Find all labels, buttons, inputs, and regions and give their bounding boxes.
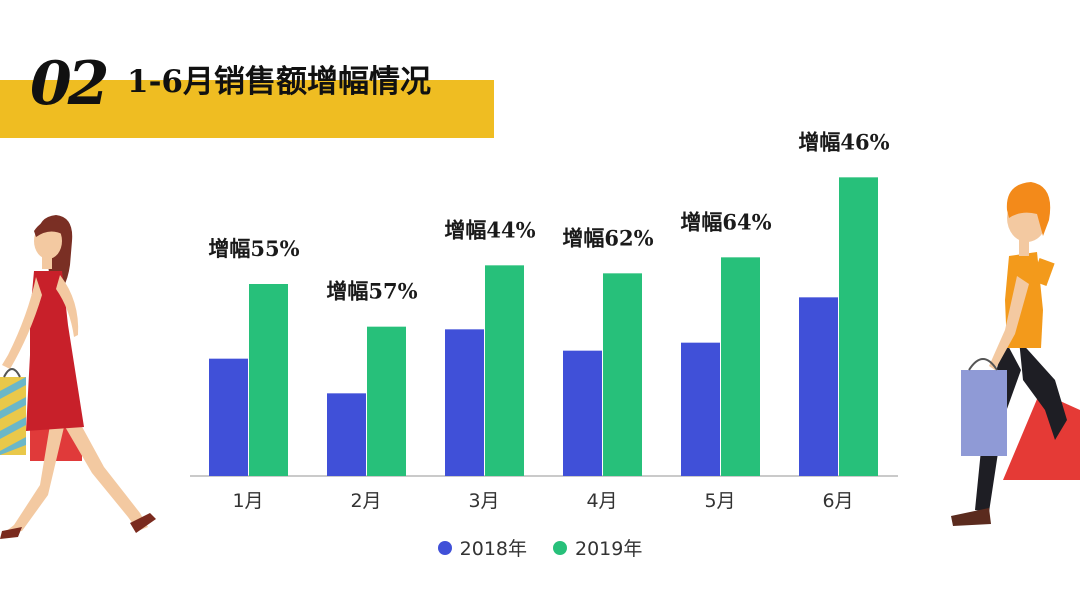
page-title: 1-6月销售额增幅情况 bbox=[127, 64, 432, 100]
x-tick-label: 4月 bbox=[586, 490, 617, 512]
x-tick-label: 6月 bbox=[822, 490, 853, 512]
x-tick-label: 5月 bbox=[704, 490, 735, 512]
bar-2018-5 bbox=[681, 342, 720, 476]
bar-2018-1 bbox=[209, 358, 248, 476]
bar-2019-3 bbox=[485, 265, 524, 476]
legend-label-2018: 2018年 bbox=[459, 538, 527, 560]
growth-annotation: 增幅62% bbox=[562, 225, 653, 250]
legend-item-2018: 2018年 bbox=[437, 534, 527, 561]
bar-2018-6 bbox=[799, 297, 838, 476]
bar-2019-1 bbox=[249, 284, 288, 476]
legend-swatch-2018 bbox=[437, 540, 452, 555]
growth-annotation: 增幅46% bbox=[798, 129, 889, 154]
bar-2019-5 bbox=[721, 257, 760, 476]
growth-annotation: 增幅44% bbox=[444, 217, 535, 242]
growth-annotation: 增幅55% bbox=[208, 236, 299, 261]
legend-item-2019: 2019年 bbox=[553, 534, 642, 561]
bar-2019-6 bbox=[839, 177, 878, 477]
growth-annotation: 增幅57% bbox=[326, 279, 417, 304]
section-number: 02 bbox=[30, 49, 109, 119]
x-tick-label: 3月 bbox=[468, 490, 499, 512]
x-tick-label: 1月 bbox=[232, 490, 263, 512]
title-band bbox=[0, 80, 494, 138]
legend-swatch-2019 bbox=[553, 540, 567, 555]
shopping-woman-illustration bbox=[0, 215, 156, 539]
shopping-man-illustration bbox=[951, 182, 1080, 526]
bar-2018-2 bbox=[327, 393, 366, 476]
x-tick-label: 2月 bbox=[350, 490, 381, 512]
legend-label-2019: 2019年 bbox=[575, 538, 643, 560]
bar-2019-2 bbox=[367, 326, 406, 476]
bar-2018-4 bbox=[563, 350, 602, 476]
bar-2018-3 bbox=[445, 329, 484, 476]
growth-annotation: 增幅64% bbox=[680, 209, 771, 234]
bar-2019-4 bbox=[603, 273, 642, 476]
chart-legend: 2018年 2019年 bbox=[0, 534, 1080, 561]
